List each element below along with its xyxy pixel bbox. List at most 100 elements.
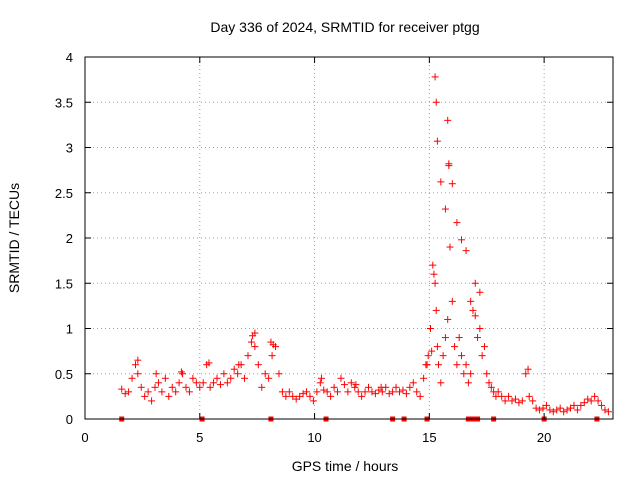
data-point (323, 388, 331, 396)
data-point (327, 392, 335, 400)
data-point (358, 392, 366, 400)
data-point (132, 361, 140, 369)
data-point (439, 352, 447, 360)
data-point (392, 383, 400, 391)
data-point (474, 334, 482, 342)
data-point (368, 388, 376, 396)
data-point (498, 392, 506, 400)
data-point (424, 352, 432, 360)
data-point (258, 383, 266, 391)
data-point (330, 383, 338, 391)
data-point (471, 312, 479, 320)
data-point (462, 361, 470, 369)
data-point (556, 404, 564, 412)
y-tick-label: 3.5 (55, 95, 73, 110)
data-point (420, 374, 428, 382)
data-point (601, 406, 609, 414)
data-point (505, 392, 513, 400)
data-point (413, 388, 421, 396)
data-point (317, 374, 325, 382)
data-point (282, 392, 290, 400)
data-point (175, 379, 183, 387)
y-tick-label: 0 (66, 412, 73, 427)
data-point (529, 397, 537, 405)
x-tick-label: 5 (196, 430, 203, 445)
data-point (128, 374, 136, 382)
data-point (476, 325, 484, 332)
data-point (455, 334, 463, 342)
data-point (235, 361, 243, 369)
data-point (587, 397, 595, 405)
data-point (299, 390, 307, 398)
y-tick-label: 2 (66, 231, 73, 246)
data-point (464, 379, 472, 387)
data-point (433, 137, 441, 145)
data-point (416, 392, 424, 400)
data-point (546, 406, 554, 414)
data-point (423, 361, 431, 369)
data-point (365, 383, 373, 391)
data-point (216, 381, 224, 389)
data-point (137, 383, 145, 391)
data-point (402, 390, 410, 398)
data-point (134, 370, 142, 378)
data-point (385, 390, 393, 398)
data-point (604, 408, 612, 416)
x-tick-label: 15 (422, 430, 436, 445)
data-point (206, 383, 214, 391)
data-point (515, 399, 523, 407)
data-point (469, 306, 477, 314)
x-tick-label: 0 (81, 430, 88, 445)
data-point (151, 383, 159, 391)
data-point (144, 388, 152, 396)
data-point (278, 388, 286, 396)
data-point (172, 388, 180, 396)
data-point (563, 406, 571, 414)
data-point (457, 236, 465, 244)
data-point (352, 381, 360, 389)
data-point (220, 370, 228, 378)
data-point (446, 243, 454, 251)
data-point (254, 361, 262, 369)
data-point (265, 374, 273, 382)
data-point (432, 98, 440, 106)
data-point (549, 408, 557, 416)
data-point (210, 379, 218, 387)
data-point (508, 397, 516, 405)
data-point (429, 261, 437, 269)
data-point (467, 370, 475, 378)
data-point (467, 297, 475, 305)
data-point (234, 370, 242, 378)
data-point (518, 397, 526, 405)
data-point (444, 315, 452, 323)
data-point (437, 178, 445, 186)
data-point (431, 279, 439, 287)
data-point (406, 383, 414, 391)
data-point (241, 374, 249, 382)
data-point (205, 359, 213, 367)
data-point (251, 329, 259, 337)
data-point (573, 406, 581, 414)
data-point (189, 374, 197, 382)
data-point (268, 352, 276, 360)
data-point (462, 247, 470, 255)
data-point (432, 306, 440, 314)
data-point (121, 390, 129, 398)
y-tick-label: 3 (66, 141, 73, 156)
data-point (448, 297, 456, 305)
data-point (594, 397, 602, 405)
data-point (487, 383, 495, 391)
y-tick-label: 4 (66, 50, 73, 65)
data-point (560, 408, 568, 416)
data-point (522, 370, 530, 378)
data-point (337, 374, 345, 382)
data-point (485, 379, 493, 387)
data-point (399, 386, 407, 394)
data-point (428, 347, 436, 355)
data-point (494, 388, 502, 396)
data-point (525, 392, 533, 400)
data-point (483, 370, 491, 378)
data-point (591, 392, 599, 400)
y-axis-label: SRMTID / TECUs (6, 183, 22, 293)
data-point (553, 406, 561, 414)
